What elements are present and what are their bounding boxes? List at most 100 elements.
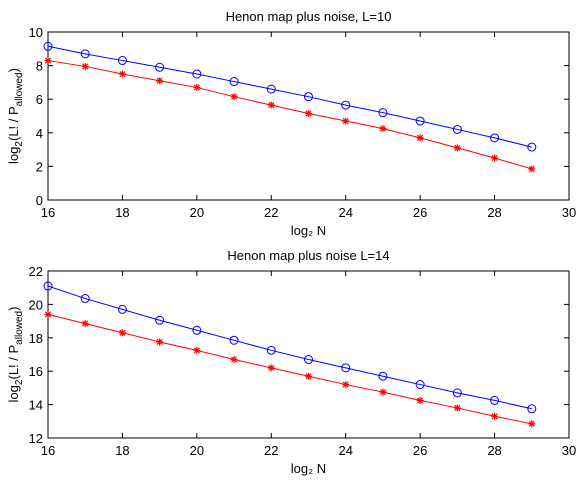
y-tick-label: 14 [29,398,43,413]
x-tick-label: 16 [41,443,55,458]
x-tick-label: 24 [338,205,352,220]
data-point-star [81,320,89,328]
data-point-circle [117,56,127,66]
data-point-circle [415,116,425,126]
x-tick-label: 18 [115,205,129,220]
data-point-star [118,329,126,337]
series-line [47,60,532,170]
series-line [47,285,532,410]
data-point-circle [117,304,127,314]
data-point-star [416,396,424,404]
y-tick-label: 0 [36,193,43,208]
x-tick-label: 18 [115,443,129,458]
chart-title: Henon map plus noise, L=10 [226,9,392,24]
y-tick-label: 16 [29,364,43,379]
data-point-star [305,372,312,380]
axes-frame [47,270,570,439]
series-star [44,310,536,428]
data-point-circle [378,371,388,381]
data-point-star [491,154,499,162]
data-point-circle [415,380,425,390]
chart-title: Henon map plus noise L=14 [227,248,389,263]
y-axis-label: log2(L! / Pallowed) [6,307,25,403]
data-point-star [156,338,164,346]
y-tick-label: 20 [29,297,43,312]
data-point-star [528,165,536,173]
y-axis-label: log2(L! / Pallowed) [6,68,25,164]
chart-2: Henon map plus noise L=14 16 18 20 22 24 26 28 3… [6,248,576,476]
data-point-circle [43,41,53,51]
data-point-circle [266,84,276,94]
y-tick-label: 12 [29,431,43,446]
series-line [47,313,532,425]
data-point-circle [304,92,313,102]
data-point-circle [266,345,276,355]
x-tick-label: 26 [413,443,427,458]
x-tick-label: 20 [190,443,204,458]
data-point-circle [155,62,165,72]
data-point-star [267,364,275,372]
data-point-circle [452,388,462,398]
data-point-circle [229,335,239,345]
x-tick-label: 20 [190,205,204,220]
data-point-star [118,70,126,78]
data-point-star [230,356,238,364]
x-tick-label: 28 [487,443,501,458]
data-point-circle [341,100,351,110]
x-tick-label: 30 [562,443,576,458]
y-tick-label: 6 [36,92,43,107]
data-point-star [193,83,201,91]
data-point-circle [229,77,239,87]
y-tick-label: 4 [36,126,43,141]
series-circle [43,281,537,414]
axes-frame [47,31,570,201]
data-point-star [416,134,424,142]
data-point-star [379,125,387,133]
y-tick-label: 2 [36,159,43,174]
y-tick-label: 8 [36,59,43,74]
x-tick-label: 28 [487,205,501,220]
series-star [44,57,536,173]
data-point-star [193,346,201,354]
x-tick-label: 22 [264,205,278,220]
data-point-circle [304,355,313,365]
x-tick-label: 30 [562,205,576,220]
data-point-star [44,57,52,65]
data-point-star [342,381,350,389]
data-point-star [453,404,461,412]
x-tick-label: 16 [41,205,55,220]
x-tick-label: 22 [264,443,278,458]
data-point-circle [155,315,165,325]
data-point-circle [527,142,537,152]
data-point-star [379,388,387,396]
y-tick-label: 22 [29,264,43,279]
data-point-circle [490,133,500,143]
data-point-star [81,62,89,70]
data-point-circle [527,404,537,414]
data-point-star [156,77,164,85]
x-tick-label: 24 [338,443,352,458]
data-point-circle [43,281,53,291]
series-line [47,45,532,148]
y-tick-label: 18 [29,331,43,346]
x-axis-label: log₂ N [291,461,326,476]
data-point-star [230,93,238,101]
data-point-circle [80,294,90,304]
x-tick-label: 26 [413,205,427,220]
data-point-circle [80,49,90,59]
data-point-circle [378,108,388,118]
x-axis-label: log₂ N [291,223,326,238]
data-point-star [305,109,312,117]
data-point-circle [341,363,351,373]
series-circle [43,41,537,152]
data-point-circle [452,124,462,134]
data-point-star [453,144,461,152]
data-point-circle [192,69,202,79]
data-point-circle [192,325,202,335]
data-point-star [491,412,499,420]
data-point-star [528,420,536,428]
y-tick-label: 10 [29,25,43,40]
data-point-star [44,310,52,318]
